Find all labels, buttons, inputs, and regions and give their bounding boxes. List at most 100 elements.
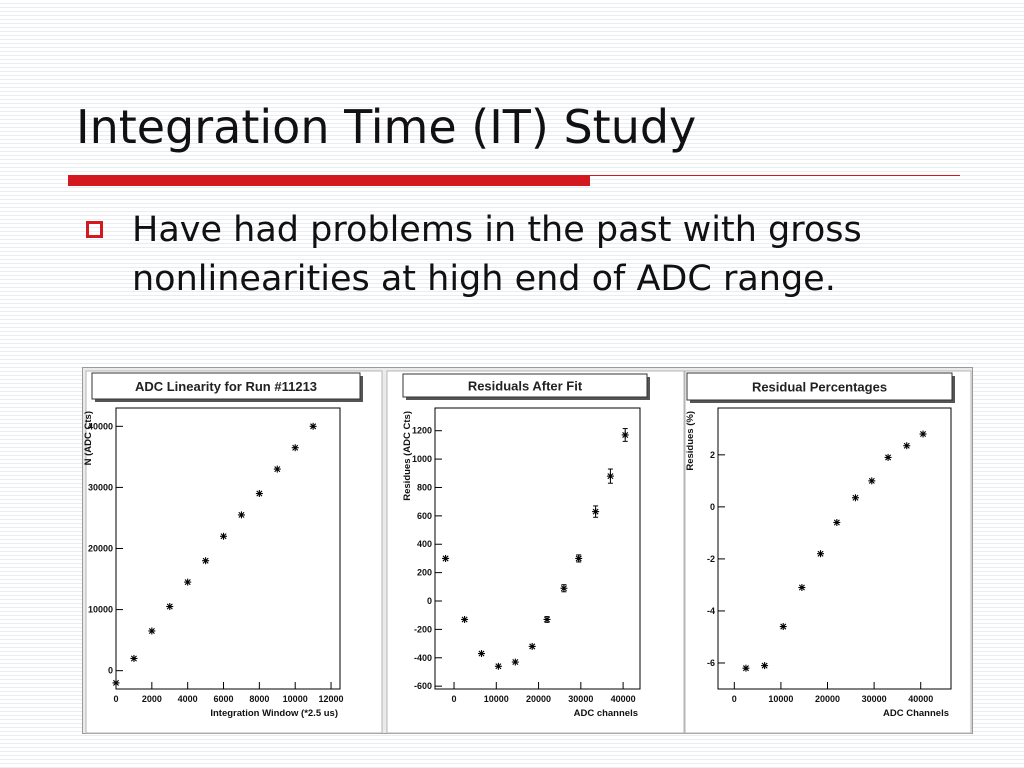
y-tick-label: 1200 (412, 426, 432, 436)
x-axis-label: Integration Window (*2.5 us) (210, 708, 338, 719)
data-point (184, 578, 192, 586)
marker-stroke (868, 477, 875, 484)
marker-stroke (575, 555, 582, 562)
plot-3: Residual Percentages 0 10000 20000 30000 4000… (684, 370, 972, 734)
marker-stroke (592, 508, 599, 515)
y-tick-label: -600 (414, 681, 432, 691)
marker-stroke (761, 662, 768, 669)
y-tick-label: 30000 (88, 482, 113, 492)
data-point (884, 453, 892, 461)
marker-stroke (817, 550, 824, 557)
plot-pad (386, 370, 685, 734)
x-tick-label: 2000 (142, 694, 162, 704)
title-underline-thick (68, 175, 590, 186)
data-point (220, 532, 228, 540)
y-tick-label: -2 (707, 554, 715, 564)
marker-stroke (495, 663, 502, 670)
data-point (237, 511, 245, 519)
x-tick-label: 30000 (568, 694, 593, 704)
data-point (817, 550, 825, 558)
x-tick-label: 20000 (526, 694, 551, 704)
y-tick-label: 0 (108, 666, 113, 676)
marker-stroke (256, 490, 263, 497)
plots-panel: ADC Linearity for Run #11213 0 2000 4000 600… (82, 367, 973, 734)
marker-stroke (478, 650, 485, 657)
x-tick-label: 4000 (178, 694, 198, 704)
marker-stroke (112, 679, 120, 686)
plot-title-box (402, 373, 648, 398)
plot-title-box (91, 372, 361, 400)
data-point (851, 494, 859, 502)
marker-stroke (885, 454, 892, 461)
marker-stroke (543, 616, 551, 623)
marker-stroke (238, 511, 245, 518)
y-tick-label: 0 (427, 596, 432, 606)
x-tick-label: 30000 (862, 694, 887, 704)
marker-stroke (274, 466, 281, 473)
data-point (291, 444, 299, 452)
plot-title-box (686, 372, 953, 401)
marker-stroke (560, 585, 567, 592)
plot-frame (434, 407, 641, 690)
data-point (112, 679, 120, 687)
y-axis-label: Residues (%) (685, 411, 696, 471)
title-underline-thin (590, 175, 960, 176)
y-tick-label: 40000 (88, 421, 113, 431)
marker-stroke (202, 557, 209, 564)
marker-stroke (130, 655, 137, 662)
y-tick-label: 200 (417, 568, 432, 578)
x-tick-label: 0 (732, 694, 737, 704)
x-tick-label: 10000 (283, 694, 308, 704)
x-tick-label: 0 (452, 694, 457, 704)
y-tick-label: 2 (710, 450, 715, 460)
y-axis-label: Residues (ADC Cts) (402, 411, 413, 501)
data-point (606, 468, 614, 484)
marker-stroke (742, 665, 749, 672)
marker-stroke (622, 431, 629, 438)
data-point (255, 490, 263, 498)
data-point (592, 505, 600, 518)
y-tick-label: 800 (417, 482, 432, 492)
data-point (273, 465, 281, 473)
plot-1: ADC Linearity for Run #11213 0 2000 4000 600… (83, 370, 383, 734)
marker-stroke (310, 423, 317, 430)
data-point (461, 615, 469, 623)
data-point (528, 642, 536, 650)
marker-stroke (442, 555, 449, 562)
x-tick-label: 6000 (214, 694, 234, 704)
marker-stroke (920, 431, 927, 438)
data-point (543, 615, 551, 623)
marker-stroke (903, 442, 910, 449)
marker-stroke (833, 519, 840, 526)
y-tick-label: 10000 (88, 605, 113, 615)
data-point (442, 554, 450, 562)
marker-stroke (184, 579, 191, 586)
marker-stroke (148, 627, 155, 634)
plot-pad (85, 370, 383, 734)
data-point (903, 442, 911, 450)
data-point (202, 557, 210, 565)
y-tick-label: -200 (414, 624, 432, 634)
x-tick-label: 40000 (611, 694, 636, 704)
data-point (130, 654, 138, 662)
x-tick-label: 8000 (249, 694, 269, 704)
x-tick-label: 10000 (484, 694, 509, 704)
y-axis-label: N (ADC Cts) (83, 411, 94, 465)
data-point (166, 603, 174, 611)
marker-stroke (292, 444, 299, 451)
x-axis-label: ADC channels (574, 708, 638, 719)
y-tick-label: -400 (414, 653, 432, 663)
marker-stroke (529, 643, 536, 650)
data-point (477, 650, 485, 658)
data-point (742, 664, 750, 672)
y-tick-label: 20000 (88, 544, 113, 554)
marker-stroke (166, 603, 173, 610)
data-point (309, 422, 317, 430)
x-tick-label: 12000 (319, 694, 344, 704)
marker-stroke (220, 533, 227, 540)
data-point (919, 430, 927, 438)
data-point (621, 428, 629, 442)
data-point (779, 623, 787, 631)
